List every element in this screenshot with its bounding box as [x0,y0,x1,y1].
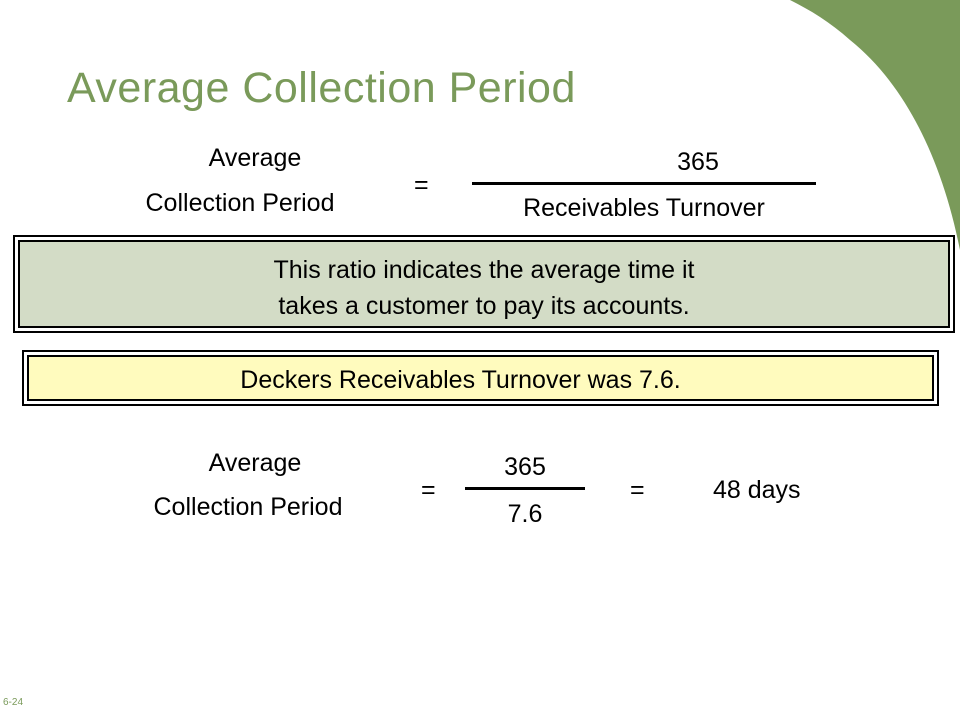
calc-numerator: 365 [504,453,546,481]
formula-equals: = [414,171,429,199]
explanation-line2: takes a customer to pay its accounts. [278,292,690,320]
calc-lhs-line2: Collection Period [153,493,343,521]
formula-lhs-line1: Average [208,144,302,172]
formula-fraction-bar [472,182,816,185]
page-title: Average Collection Period [67,64,576,112]
slide-number: 6-24 [3,697,24,708]
formula-denominator: Receivables Turnover [523,194,765,222]
calc-fraction-bar [465,487,585,490]
calc-lhs-line1: Average [208,449,302,477]
given-text: Deckers Receivables Turnover was 7.6. [240,366,681,394]
formula-lhs-line2: Collection Period [145,189,335,217]
calc-result: 48 days [713,476,801,504]
calc-equals-2: = [630,476,645,504]
explanation-line1: This ratio indicates the average time it [273,256,695,284]
formula-numerator: 365 [677,148,719,176]
given-box: Deckers Receivables Turnover was 7.6. [22,350,939,406]
calc-denominator: 7.6 [507,500,543,528]
explanation-box: This ratio indicates the average time it… [13,235,955,333]
calc-equals-1: = [421,476,436,504]
